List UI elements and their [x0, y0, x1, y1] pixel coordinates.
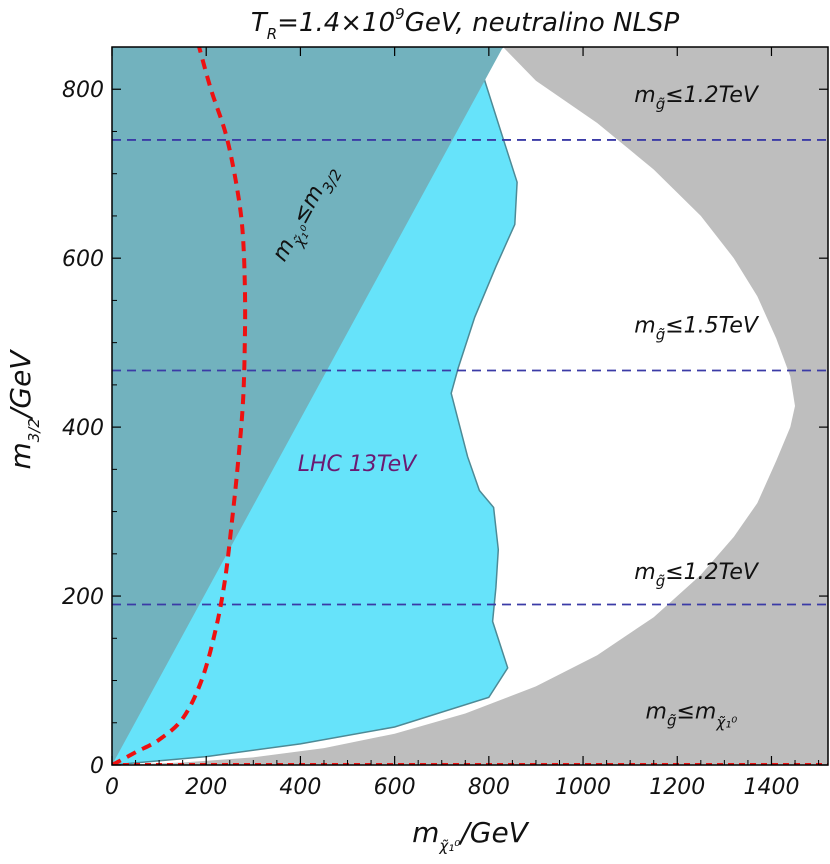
axis-ticks: 0 200 400 600 800 1000 1200 1400 0 200 400 600 800 — [62, 46, 828, 800]
x-tick-label: 200 — [185, 775, 227, 800]
y-axis-label: m3/2/GeV — [4, 349, 43, 470]
x-tick-label: 800 — [468, 775, 510, 800]
chart-title: TR=1.4×109GeV, neutralino NLSP — [251, 5, 680, 43]
x-tick-label: 1400 — [743, 775, 799, 800]
label-gluino-1-2tev-top: mg̃≤1.2TeV — [634, 83, 760, 113]
x-tick-label: 1200 — [649, 775, 705, 800]
x-tick-label: 1000 — [555, 775, 611, 800]
x-tick-label: 600 — [374, 775, 416, 800]
red-dashed-curve — [112, 47, 248, 765]
y-tick-label: 0 — [90, 754, 104, 779]
region-neutralino-heavier-than-gravitino — [112, 47, 503, 765]
y-tick-label: 600 — [62, 247, 104, 272]
x-tick-label: 0 — [105, 775, 119, 800]
x-tick-label: 400 — [279, 775, 321, 800]
label-gluino-1-2tev-bottom: mg̃≤1.2TeV — [634, 560, 760, 590]
y-tick-label: 400 — [62, 416, 104, 441]
label-lhc-13tev: LHC 13TeV — [298, 452, 418, 477]
y-tick-label: 200 — [62, 585, 104, 610]
label-gluino-1-5tev: mg̃≤1.5TeV — [634, 314, 760, 344]
x-axis-label: mχ̃₁⁰/GeV — [412, 816, 530, 855]
y-tick-label: 800 — [62, 78, 104, 103]
label-gluino-le-neutralino: mg̃≤mχ̃₁⁰ — [646, 700, 738, 732]
plot-frame — [111, 46, 829, 766]
